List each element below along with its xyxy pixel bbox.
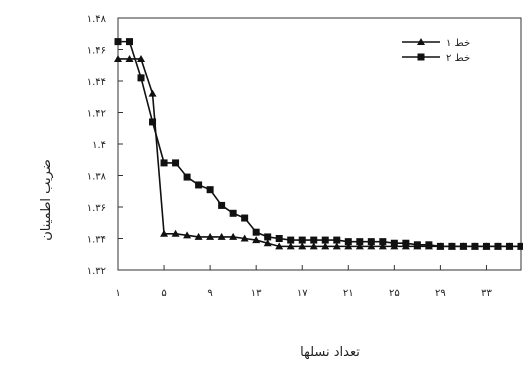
data-point xyxy=(137,74,145,82)
data-point xyxy=(218,201,226,209)
data-point xyxy=(171,229,180,237)
series-layer xyxy=(114,38,523,250)
data-point xyxy=(172,159,180,167)
data-point xyxy=(194,232,203,240)
data-point xyxy=(402,239,410,247)
data-point xyxy=(126,38,134,46)
data-point xyxy=(367,238,375,246)
legend-marker xyxy=(417,38,425,45)
data-point xyxy=(241,214,249,222)
data-point xyxy=(252,236,261,244)
data-point xyxy=(367,242,376,250)
x-tick-label: ۲۵ xyxy=(389,288,400,299)
x-tick-label: ۲۹ xyxy=(435,288,446,299)
data-point xyxy=(355,242,364,250)
data-point xyxy=(356,238,364,246)
data-point xyxy=(378,242,387,250)
y-tick-label: ۱.۴ xyxy=(92,140,106,151)
y-tick-label: ۱.۴۲ xyxy=(87,109,106,120)
data-point xyxy=(517,242,523,250)
data-point xyxy=(183,173,191,181)
data-point xyxy=(264,233,272,241)
data-point xyxy=(459,242,467,250)
data-point xyxy=(229,232,238,240)
data-point xyxy=(390,239,398,247)
x-tick-label: ۱۷ xyxy=(297,288,308,299)
data-point xyxy=(379,238,387,246)
data-point xyxy=(287,236,295,244)
x-axis-title: تعداد نسلها xyxy=(300,345,360,360)
data-point xyxy=(344,242,353,250)
series-line xyxy=(118,40,521,248)
y-axis-ticks: ۱.۳۲ ۱.۳۴ ۱.۳۶ ۱.۳۸ ۱.۴ ۱.۴۲ ۱.۴۴ ۱.۴۶ ۱.۴۸ xyxy=(87,14,123,277)
x-tick-label: ۲۱ xyxy=(343,288,354,299)
data-point xyxy=(149,118,157,126)
data-point xyxy=(183,231,192,239)
y-tick-label: ۱.۳۴ xyxy=(87,235,106,246)
x-tick-label: ۱ xyxy=(115,288,120,299)
data-point xyxy=(195,181,203,189)
data-point xyxy=(309,242,318,250)
data-point xyxy=(298,242,307,250)
data-point xyxy=(344,238,352,246)
series-1 xyxy=(114,54,523,250)
data-point xyxy=(160,229,169,237)
data-point xyxy=(275,235,283,242)
y-tick-label: ۱.۴۸ xyxy=(87,14,107,25)
data-point xyxy=(252,228,260,236)
y-tick-label: ۱.۳۶ xyxy=(87,203,106,214)
data-point xyxy=(321,242,330,250)
data-point xyxy=(217,232,226,240)
x-tick-label: ۱۳ xyxy=(251,288,262,299)
legend-label: خط ۲ xyxy=(446,53,470,64)
y-tick-label: ۱.۴۴ xyxy=(87,77,106,88)
data-point xyxy=(482,242,490,250)
data-point xyxy=(148,89,157,97)
data-point xyxy=(125,54,134,62)
y-tick-label: ۱.۳۸ xyxy=(87,172,107,183)
data-point xyxy=(413,241,421,249)
data-point xyxy=(333,236,341,244)
data-point xyxy=(332,242,341,250)
y-tick-label: ۱.۳۲ xyxy=(87,266,106,277)
x-tick-label: ۹ xyxy=(207,288,212,299)
data-point xyxy=(240,234,249,242)
series-2 xyxy=(114,38,523,250)
data-point xyxy=(137,54,146,62)
y-axis-title: ضریب اطمینان xyxy=(39,159,54,241)
series-line xyxy=(118,58,521,248)
x-tick-label: ۵ xyxy=(161,288,166,299)
data-point xyxy=(321,236,329,244)
data-point xyxy=(263,239,272,247)
x-tick-label: ۳۳ xyxy=(481,288,492,299)
data-point xyxy=(206,232,215,240)
data-point xyxy=(114,38,122,46)
plot-frame xyxy=(117,17,522,271)
legend-marker xyxy=(417,53,425,61)
data-point xyxy=(298,236,306,244)
data-point xyxy=(310,236,318,244)
data-point xyxy=(114,54,122,62)
data-point xyxy=(286,242,295,250)
y-tick-label: ۱.۴۶ xyxy=(87,46,106,57)
data-point xyxy=(425,241,433,249)
data-point xyxy=(160,159,168,167)
data-point xyxy=(505,242,513,250)
legend: خط ۱ خط ۲ xyxy=(402,38,470,64)
data-point xyxy=(494,242,502,250)
data-point xyxy=(275,242,284,250)
data-point xyxy=(229,209,237,217)
legend-label: خط ۱ xyxy=(446,38,470,49)
data-point xyxy=(206,186,214,194)
data-point xyxy=(448,242,456,250)
data-point xyxy=(471,242,479,250)
data-point xyxy=(436,242,444,250)
